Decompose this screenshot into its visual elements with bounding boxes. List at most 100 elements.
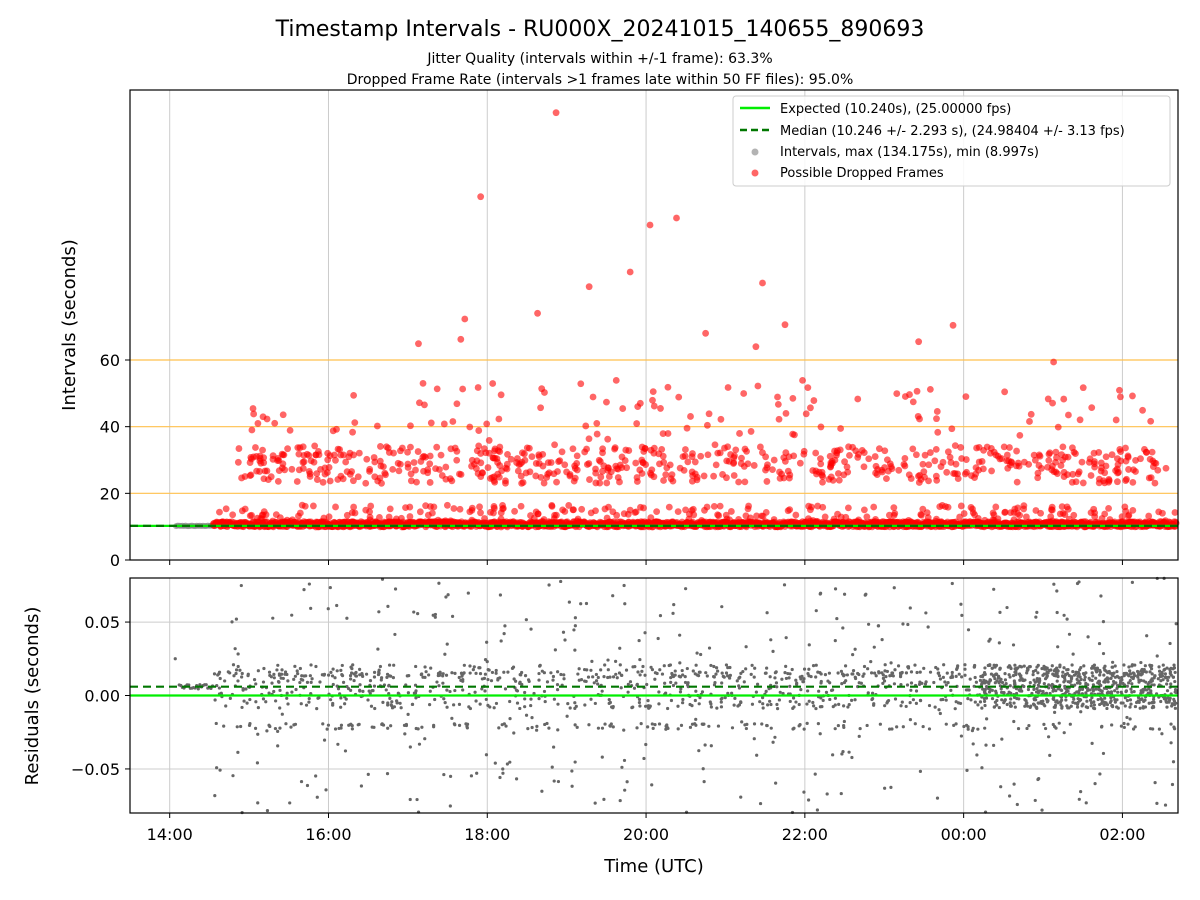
residual-point — [1054, 726, 1058, 730]
dropped-frame-point — [946, 453, 954, 461]
residual-point — [914, 689, 919, 693]
residual-point — [624, 668, 629, 672]
residual-point — [448, 804, 452, 808]
residual-point — [1148, 663, 1152, 667]
residual-point — [1012, 701, 1016, 705]
dropped-frame-point — [744, 460, 752, 468]
residual-point — [767, 687, 771, 691]
residual-point — [955, 666, 959, 670]
residual-point — [842, 704, 846, 708]
residual-point — [645, 682, 649, 687]
dropped-frame-point — [614, 474, 622, 481]
dropped-frame-point — [373, 422, 381, 430]
dropped-frame-point — [599, 445, 607, 453]
residual-point — [906, 622, 910, 627]
residual-point — [774, 781, 778, 785]
dropped-frame-point — [796, 459, 804, 467]
dropped-frame-point — [313, 470, 321, 478]
residual-point — [417, 742, 422, 746]
residual-point — [859, 681, 863, 685]
residual-point — [1106, 680, 1110, 684]
residual-point — [683, 675, 687, 679]
residual-point — [892, 682, 897, 686]
residual-point — [433, 697, 437, 702]
dropped-frame-point — [407, 422, 414, 430]
residual-point — [1161, 663, 1165, 667]
residual-point — [887, 727, 892, 731]
residual-point — [404, 722, 409, 727]
residual-point — [1019, 676, 1023, 680]
dropped-frame-point — [1152, 460, 1160, 467]
residual-point — [315, 795, 319, 799]
residual-point — [1163, 672, 1167, 676]
residual-point — [380, 722, 384, 727]
residual-point — [872, 645, 876, 649]
dropped-frame-point — [780, 454, 788, 462]
dropped-frame-point — [616, 461, 624, 469]
residual-point — [944, 683, 948, 687]
residual-point — [433, 615, 437, 619]
residual-point — [987, 639, 991, 643]
residual-point — [485, 640, 489, 644]
residual-point — [843, 664, 848, 668]
dropped-frame-point — [1072, 478, 1080, 486]
dropped-frame-point — [852, 447, 860, 455]
residual-point — [1151, 727, 1155, 731]
residual-point — [678, 633, 682, 637]
residual-point — [705, 674, 709, 678]
residual-point — [1013, 705, 1017, 709]
residual-point — [496, 677, 500, 681]
residual-point — [278, 726, 282, 730]
dropped-frame-point — [488, 519, 496, 527]
residual-point — [845, 673, 849, 677]
chart-subtitle-dropped: Dropped Frame Rate (intervals >1 frames … — [347, 72, 854, 88]
dropped-frame-point — [343, 511, 351, 519]
residual-point — [331, 667, 335, 671]
residual-point — [883, 786, 887, 790]
residual-point — [623, 788, 627, 792]
residual-point — [573, 616, 577, 620]
residual-point — [768, 699, 772, 703]
dropped-frame-point — [378, 479, 385, 487]
residual-point — [372, 670, 377, 674]
residual-point — [234, 617, 239, 621]
residual-point — [992, 743, 996, 747]
dropped-frame-point — [1145, 512, 1153, 520]
residual-point — [545, 680, 550, 684]
residual-point — [583, 703, 587, 707]
dropped-frame-point — [260, 475, 268, 483]
residual-point — [1002, 699, 1007, 703]
residual-point — [716, 724, 721, 728]
dropped-frame-point — [950, 470, 957, 477]
residual-point — [1145, 634, 1149, 638]
residual-point — [276, 729, 280, 733]
residual-point — [873, 671, 877, 675]
residual-point — [1103, 696, 1107, 700]
dropped-frame-point — [704, 451, 712, 459]
residual-point — [918, 769, 923, 773]
dropped-frame-point — [473, 447, 481, 455]
dropped-frame-point — [1142, 518, 1149, 526]
residual-point — [617, 671, 622, 675]
dropped-frame-point — [732, 446, 740, 454]
residual-point — [299, 779, 304, 784]
dropped-frame-point — [592, 465, 599, 473]
residual-point — [386, 726, 390, 730]
residual-point — [336, 742, 340, 746]
dropped-frame-point — [821, 513, 829, 521]
residual-point — [677, 674, 681, 678]
dropped-frame-point — [901, 462, 909, 470]
dropped-frame-point — [650, 449, 658, 457]
dropped-frame-point — [603, 479, 611, 487]
dropped-frame-point — [410, 459, 418, 466]
residual-point — [966, 628, 971, 632]
residual-point — [1116, 690, 1120, 694]
residual-point — [412, 610, 416, 614]
dropped-frame-point — [324, 456, 332, 464]
residual-point — [358, 673, 362, 677]
dropped-frame-point — [723, 474, 730, 482]
residual-point — [508, 699, 512, 704]
residual-point — [1130, 663, 1135, 667]
residual-point — [1143, 664, 1147, 668]
residual-point — [1115, 698, 1119, 702]
